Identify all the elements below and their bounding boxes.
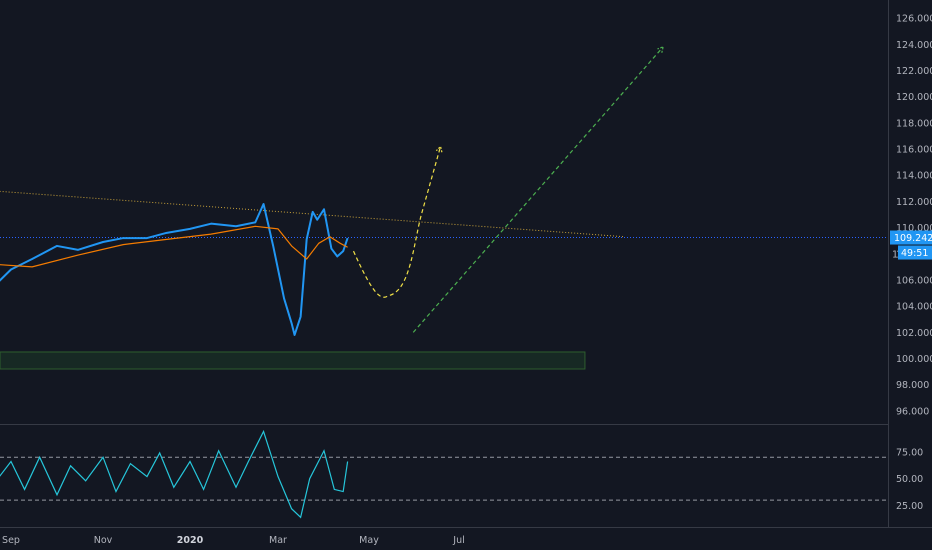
price-tick-label: 126.000	[896, 14, 932, 25]
price-tick-label: 114.000	[896, 171, 932, 182]
price-tick-label: 110.000	[896, 223, 932, 234]
rsi-line[interactable]	[0, 429, 349, 519]
time-tick-label: Jul	[452, 535, 464, 546]
arrow-head-icon	[435, 145, 443, 153]
descending-trendline[interactable]	[0, 190, 625, 238]
projection-trend-arrow[interactable]	[412, 46, 664, 333]
time-tick-label: 2020	[177, 535, 204, 546]
time-tick-label: May	[359, 535, 379, 546]
countdown-badge	[898, 245, 932, 260]
price-tick-label: 102.000	[896, 328, 932, 339]
price-tick-label: 100.000	[896, 354, 932, 365]
rsi-tick-label: 25.00	[896, 501, 923, 512]
price-tick-label: 112.000	[896, 197, 932, 208]
price-tick-label: 122.000	[896, 66, 932, 77]
time-tick-label: Mar	[269, 535, 287, 546]
time-tick-label: Nov	[94, 535, 113, 546]
rsi-axis[interactable]: 75.00 50.00 25.00	[896, 447, 923, 512]
price-tick-label: 98.000	[896, 380, 929, 391]
support-zone[interactable]	[0, 351, 586, 370]
last-price-label: 109.242	[894, 233, 932, 244]
rsi-pane[interactable]	[0, 429, 888, 519]
price-tick-label: 96.000	[896, 406, 929, 417]
moving-average-line[interactable]	[0, 225, 348, 268]
arrow-head-icon	[657, 45, 664, 53]
time-tick-label: Sep	[2, 535, 20, 546]
price-pane[interactable]	[0, 45, 888, 425]
rsi-tick-label: 75.00	[896, 447, 923, 458]
price-tick-label: 124.000	[896, 40, 932, 51]
rsi-tick-label: 50.00	[896, 474, 923, 485]
last-price-badge	[890, 230, 932, 245]
time-axis[interactable]: Sep Nov 2020 Mar May Jul	[0, 527, 932, 547]
price-tick-label: 116.000	[896, 145, 932, 156]
price-tick-label: 104.000	[896, 302, 932, 313]
price-tick-label: 118.000	[896, 118, 932, 129]
price-axis[interactable]: 96.000 98.000 100.000 102.000 104.000 106.000…	[888, 0, 932, 527]
price-tick-label: 120.000	[896, 92, 932, 103]
price-tick-label: 106.000	[896, 275, 932, 286]
projection-curve-arrow[interactable]	[352, 146, 442, 298]
countdown-label: 49:51	[901, 248, 928, 259]
